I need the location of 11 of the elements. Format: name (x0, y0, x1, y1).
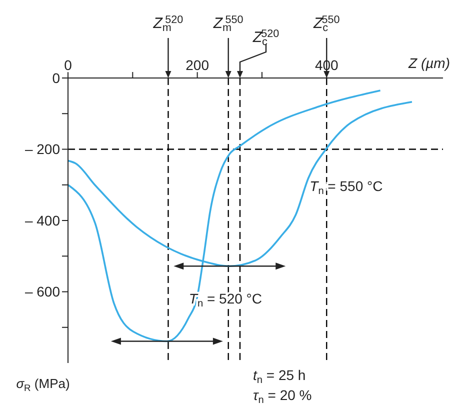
series-label: T$_{n}$ = 550 °C (310, 178, 383, 198)
y-tick-label: – 400 (24, 212, 60, 228)
x-axis-title: Z (µm) (408, 55, 450, 71)
x-tick-label: 200 (186, 57, 210, 73)
text: τ$_{n}$ = 20 % (253, 387, 312, 406)
text: t$_{n}$ = 25 h (253, 367, 306, 386)
y-tick-label: 0 (52, 70, 60, 86)
x-tick-label: 0 (64, 57, 72, 73)
y-tick-label: – 600 (24, 284, 60, 300)
y-axis-title: σ$_{R}$ (MPa) (16, 376, 70, 393)
y-tick-label: – 200 (24, 141, 60, 158)
